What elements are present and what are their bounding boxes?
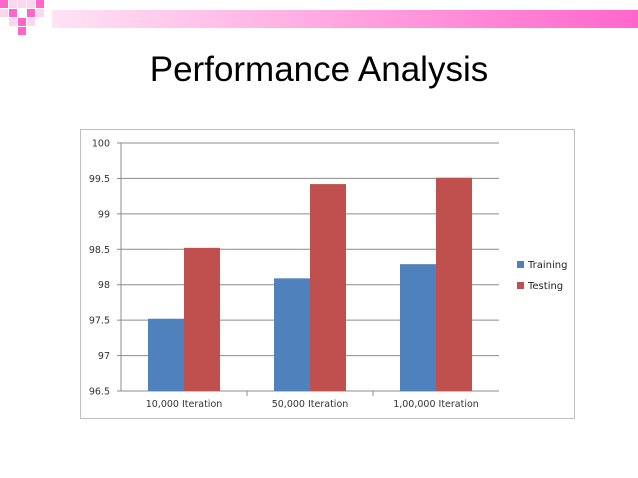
decorative-header-band: [0, 0, 638, 35]
header-square: [18, 18, 26, 26]
bar-training: [148, 318, 184, 391]
bar-testing: [436, 177, 472, 391]
legend-label-testing: Testing: [527, 281, 563, 292]
header-square: [9, 18, 17, 26]
chart-frame: 96.5 97 97.5 98 98.5 99 99.5 100 10,000 Iteratio…: [80, 129, 575, 419]
y-tick-label: 99: [98, 209, 110, 220]
y-tick-label: 97: [98, 351, 110, 362]
x-category-label: 1,00,000 Iteration: [393, 399, 479, 410]
x-category-label: 10,000 Iteration: [146, 399, 223, 410]
header-square: [0, 0, 8, 8]
header-square: [18, 0, 26, 8]
header-gradient-bar: [52, 10, 638, 28]
header-square: [27, 9, 35, 17]
header-square: [27, 0, 35, 8]
header-square: [9, 0, 17, 8]
x-category-label: 50,000 Iteration: [272, 399, 349, 410]
y-tick-label: 97.5: [89, 316, 110, 327]
bar-testing: [184, 247, 220, 391]
header-square: [18, 27, 26, 35]
y-tick-label: 98.5: [89, 245, 110, 256]
legend-swatch-testing: [517, 282, 524, 289]
legend-swatch-training: [517, 261, 524, 268]
y-tick-label: 99.5: [89, 174, 110, 185]
legend-label-training: Training: [527, 260, 567, 271]
header-square: [36, 9, 44, 17]
bar-training: [400, 264, 436, 391]
y-tick-label: 98: [98, 280, 110, 291]
slide-title: Performance Analysis: [149, 50, 489, 89]
y-tick-label: 96.5: [89, 387, 110, 398]
bar-chart: 96.5 97 97.5 98 98.5 99 99.5 100 10,000 Iteratio…: [89, 139, 568, 411]
header-square: [36, 0, 44, 8]
header-square: [27, 18, 35, 26]
y-tick-label: 100: [92, 139, 110, 150]
bar-testing: [310, 184, 346, 391]
header-square: [9, 9, 17, 17]
header-square: [0, 9, 8, 17]
bar-training: [274, 278, 310, 391]
